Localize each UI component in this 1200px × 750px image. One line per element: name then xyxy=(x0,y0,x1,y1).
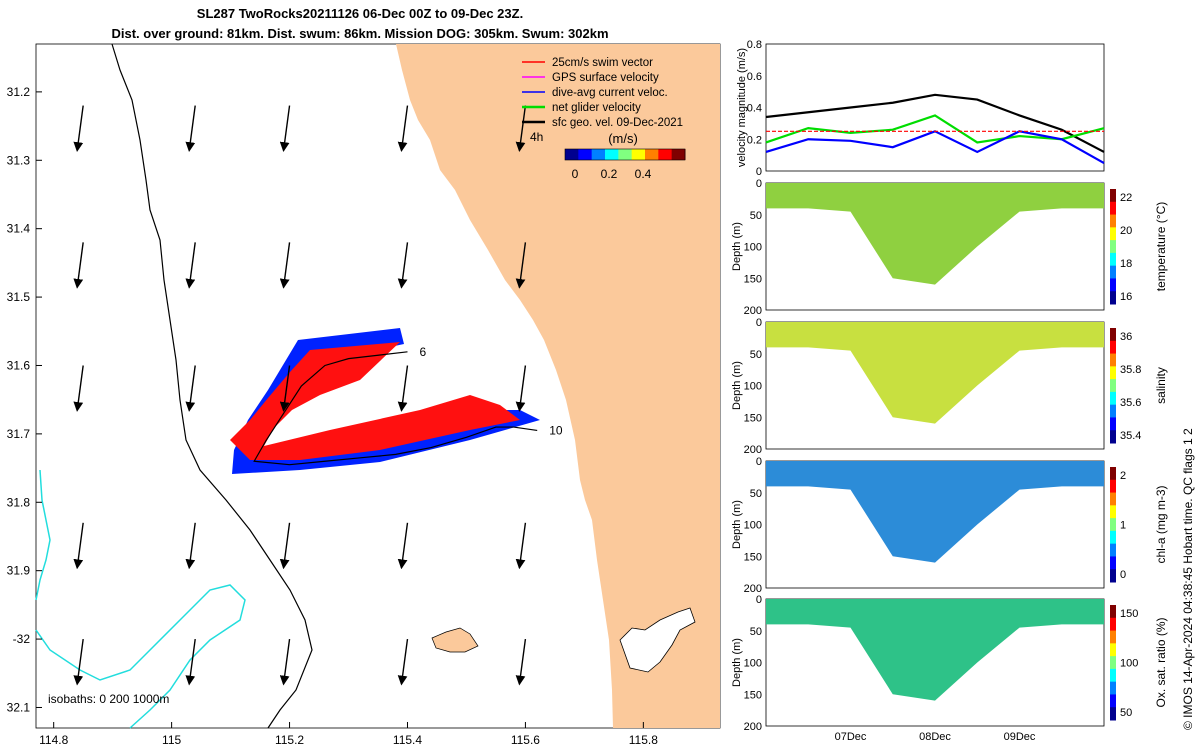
current-swath xyxy=(232,328,540,474)
chart-title: SL287 TwoRocks20211126 06-Dec 00Z to 09-… xyxy=(196,6,524,21)
geo-vector-field xyxy=(73,105,527,686)
waypoint-labels: 6 10 xyxy=(419,345,562,438)
colorbar-frame xyxy=(564,148,686,161)
isobath-1000 xyxy=(35,469,246,729)
side-note-panel: © IMOS 14-Apr-2024 04:38:45 Hobart time.… xyxy=(1181,428,1195,730)
x-tick-label: 114.8 xyxy=(39,733,68,747)
geo-vector-arrow xyxy=(515,105,527,152)
y-tick-label: 31.9 xyxy=(7,564,31,578)
colorbar-step xyxy=(578,149,593,160)
colorbar-step xyxy=(658,149,673,160)
geo-vector-arrow xyxy=(397,522,409,570)
legend-label: net glider velocity xyxy=(552,102,641,114)
map-axis-ticks: 114.8 115 115.2 115.4 115.6 115.8 31.2 31.3 31.4… xyxy=(7,85,659,747)
colorbar-step xyxy=(605,149,619,160)
geo-vector-arrow xyxy=(185,242,196,289)
y-tick-label: 31.2 xyxy=(7,85,31,99)
geo-vector-arrow xyxy=(397,638,409,686)
swim-swath xyxy=(230,342,520,460)
y-tick-label: 31.7 xyxy=(7,427,31,441)
isobath-label: isobaths: 0 200 1000m xyxy=(48,692,169,706)
geo-vector-arrow xyxy=(185,638,196,686)
geo-vector-arrow xyxy=(185,105,196,152)
geo-vector-arrow xyxy=(279,105,291,152)
geo-vector-arrow xyxy=(515,522,527,570)
colorbar-step xyxy=(618,149,633,160)
waypoint-label: 10 xyxy=(549,423,563,437)
y-tick-label: -32 xyxy=(13,632,31,646)
waypoint-label: 6 xyxy=(419,345,426,359)
legend-label: GPS surface velocity xyxy=(552,72,659,84)
y-tick-label: 31.5 xyxy=(7,290,31,304)
colorbar-step xyxy=(671,149,686,160)
x-tick-label: 115 xyxy=(162,733,181,747)
geo-vector-arrow xyxy=(279,522,291,570)
interval-label: 4h xyxy=(530,130,543,144)
legend-label: sfc geo. vel. 09-Dec-2021 xyxy=(552,117,683,129)
geo-vector-arrow xyxy=(73,522,84,570)
x-tick-label: 115.6 xyxy=(511,733,540,747)
y-tick-label: 31.6 xyxy=(7,358,31,372)
geo-vector-arrow xyxy=(515,242,527,289)
geo-vector-arrow xyxy=(397,105,409,152)
geo-vector-arrow xyxy=(515,638,527,686)
legend-label: dive-avg current veloc. xyxy=(552,87,668,99)
colorbar-step xyxy=(631,149,646,160)
geo-vector-arrow xyxy=(279,242,291,289)
geo-vector-arrow xyxy=(73,242,84,289)
colorbar-tick: 0.4 xyxy=(635,167,652,181)
geo-vector-arrow xyxy=(73,105,84,152)
y-tick-label: 32.1 xyxy=(7,700,31,714)
geo-vector-arrow xyxy=(279,638,291,686)
estuary xyxy=(619,607,696,673)
isobath-200 xyxy=(111,43,313,729)
map-legend: 25cm/s swim vector GPS surface velocity di… xyxy=(522,57,683,144)
geo-vector-arrow xyxy=(185,522,196,570)
colorbar-step xyxy=(645,149,659,160)
rottnest-island xyxy=(431,627,479,653)
chart-subtitle: Dist. over ground: 81km. Dist. swum: 86k… xyxy=(111,26,609,41)
geo-vector-arrow xyxy=(73,365,84,412)
side-note-text: © IMOS 14-Apr-2024 04:38:45 Hobart time.… xyxy=(1181,428,1195,730)
x-tick-label: 115.2 xyxy=(275,733,304,747)
y-tick-label: 31.8 xyxy=(7,495,31,509)
colorbar-step xyxy=(565,149,579,160)
glider-track xyxy=(253,351,538,466)
colorbar-unit: (m/s) xyxy=(608,131,638,146)
map-colorbar: (m/s) 0 0.2 0.4 xyxy=(564,131,686,181)
legend-label: 25cm/s swim vector xyxy=(552,57,653,69)
geo-vector-arrow xyxy=(73,638,84,686)
x-tick-label: 115.8 xyxy=(629,733,658,747)
x-tick-label: 115.4 xyxy=(393,733,422,747)
geo-vector-arrow xyxy=(515,365,527,412)
geo-vector-arrow xyxy=(397,242,409,289)
geo-vector-arrow xyxy=(279,365,291,412)
geo-vector-arrow xyxy=(397,365,409,412)
geo-vector-arrow xyxy=(185,365,196,412)
colorbar-tick: 0 xyxy=(572,167,579,181)
colorbar-step xyxy=(591,149,606,160)
y-tick-label: 31.3 xyxy=(7,153,31,167)
colorbar-tick: 0.2 xyxy=(601,167,618,181)
land-mass xyxy=(396,44,720,728)
y-tick-label: 31.4 xyxy=(7,222,31,236)
